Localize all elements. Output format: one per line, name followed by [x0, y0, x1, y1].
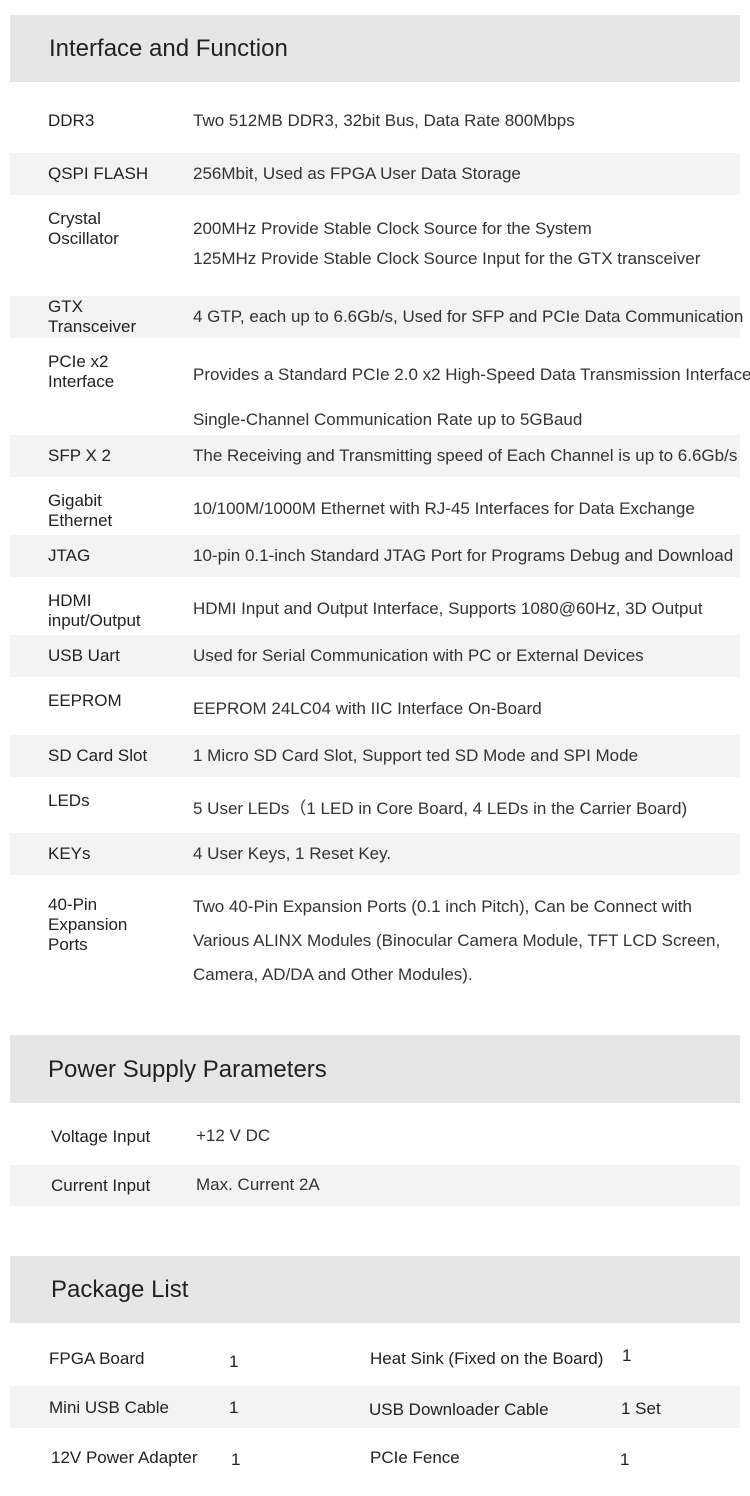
spec-row: PCIe x2 Interface Provides a Standard PCI…	[10, 338, 750, 435]
spec-value-line: 10-pin 0.1-inch Standard JTAG Port for P…	[193, 546, 734, 565]
spec-value-line: 5 User LEDs（1 LED in Core Board, 4 LEDs …	[193, 799, 688, 818]
package-qty: 1	[622, 1346, 632, 1365]
spec-row: EEPROM EEPROM 24LC04 with IIC Interface O…	[10, 677, 740, 735]
package-qty: 1	[620, 1450, 630, 1469]
spec-value: The Receiving and Transmitting speed of …	[193, 441, 737, 471]
power-value: +12 V DC	[196, 1126, 271, 1145]
package-item: PCIe Fence	[370, 1448, 460, 1467]
spec-value-line: 4 User Keys, 1 Reset Key.	[193, 844, 392, 863]
package-qty: 1	[229, 1398, 239, 1417]
spec-value: HDMI Input and Output Interface, Support…	[193, 594, 703, 624]
power-row: Current Input Max. Current 2A	[10, 1165, 740, 1206]
spec-value-line: EEPROM 24LC04 with IIC Interface On-Boar…	[193, 699, 542, 718]
spec-value-line: 1 Micro SD Card Slot, Support ted SD Mod…	[193, 746, 639, 765]
spec-label: USB Uart	[48, 646, 120, 665]
package-row: Mini USB Cable 1 USB Downloader Cable 1 …	[10, 1386, 740, 1428]
spec-value: Provides a Standard PCIe 2.0 x2 High-Spe…	[193, 352, 750, 442]
spec-row: LEDs 5 User LEDs（1 LED in Core Board, 4 L…	[10, 777, 740, 833]
interface-header: Interface and Function	[10, 15, 740, 82]
spec-label: LEDs	[48, 791, 90, 810]
spec-row: HDMI input/Output HDMI Input and Output I…	[10, 577, 740, 635]
spec-label: GTX Transceiver	[48, 297, 137, 336]
spec-value: 4 GTP, each up to 6.6Gb/s, Used for SFP …	[193, 302, 743, 332]
spec-row: JTAG 10-pin 0.1-inch Standard JTAG Port f…	[10, 535, 740, 577]
spec-value: 10-pin 0.1-inch Standard JTAG Port for P…	[193, 541, 733, 571]
spec-value: 5 User LEDs（1 LED in Core Board, 4 LEDs …	[193, 794, 687, 824]
package-item: Mini USB Cable	[49, 1398, 169, 1417]
spec-value-line: 200MHz Provide Stable Clock Source for t…	[193, 219, 592, 238]
power-label: Voltage Input	[51, 1127, 151, 1146]
interface-title: Interface and Function	[49, 35, 288, 62]
spec-row: DDR3 Two 512MB DDR3, 32bit Bus, Data Rate…	[10, 82, 740, 153]
spec-row: SD Card Slot 1 Micro SD Card Slot, Suppor…	[10, 735, 740, 777]
spec-value-line: 4 GTP, each up to 6.6Gb/s, Used for SFP …	[193, 307, 744, 326]
spec-value: 4 User Keys, 1 Reset Key.	[193, 839, 391, 869]
spec-value-line: Various ALINX Modules (Binocular Camera …	[193, 931, 721, 950]
spec-row: Crystal Oscillator 200MHz Provide Stable …	[10, 195, 740, 296]
package-item: FPGA Board	[49, 1349, 145, 1368]
spec-value: 10/100M/1000M Ethernet with RJ-45 Interf…	[193, 494, 695, 524]
spec-value-line: HDMI Input and Output Interface, Support…	[193, 599, 703, 618]
package-row: FPGA Board 1 Heat Sink (Fixed on the Boa…	[10, 1323, 740, 1386]
spec-row: QSPI FLASH 256Mbit, Used as FPGA User Dat…	[10, 153, 740, 195]
spec-value-line: Two 40-Pin Expansion Ports (0.1 inch Pit…	[193, 897, 692, 916]
spec-value: 1 Micro SD Card Slot, Support ted SD Mod…	[193, 741, 638, 771]
spec-value-line: The Receiving and Transmitting speed of …	[193, 446, 738, 465]
spec-label: SFP X 2	[48, 446, 111, 465]
package-qty: 1 Set	[621, 1399, 661, 1418]
power-label: Current Input	[51, 1176, 151, 1195]
spec-value-line: Camera, AD/DA and Other Modules).	[193, 965, 473, 984]
power-header: Power Supply Parameters	[10, 1035, 740, 1103]
spec-value-line: 10/100M/1000M Ethernet with RJ-45 Interf…	[193, 499, 695, 518]
package-qty: 1	[229, 1352, 239, 1371]
spec-label: Gigabit Ethernet	[48, 491, 113, 530]
spec-value-line: 125MHz Provide Stable Clock Source Input…	[193, 249, 701, 268]
spec-label: DDR3	[48, 111, 95, 130]
spec-row: KEYs 4 User Keys, 1 Reset Key.	[10, 833, 740, 875]
spec-value-line: 256Mbit, Used as FPGA User Data Storage	[193, 164, 521, 183]
power-row: Voltage Input +12 V DC	[10, 1103, 740, 1165]
package-qty: 1	[231, 1450, 241, 1469]
spec-label: KEYs	[48, 844, 91, 863]
power-value: Max. Current 2A	[196, 1175, 320, 1194]
package-row: 12V Power Adapter 1 PCIe Fence 1	[10, 1428, 740, 1488]
spec-value: 256Mbit, Used as FPGA User Data Storage	[193, 159, 521, 189]
spec-label: Crystal Oscillator	[48, 209, 119, 248]
package-item: USB Downloader Cable	[369, 1400, 549, 1419]
spec-label: QSPI FLASH	[48, 164, 149, 183]
spec-value-line: Single-Channel Communication Rate up to …	[193, 410, 583, 429]
package-header: Package List	[10, 1256, 740, 1323]
package-title: Package List	[51, 1276, 189, 1303]
spec-label: HDMI input/Output	[48, 591, 141, 630]
spec-value: Two 40-Pin Expansion Ports (0.1 inch Pit…	[193, 890, 720, 992]
spec-row: USB Uart Used for Serial Communication wi…	[10, 635, 740, 677]
package-item: 12V Power Adapter	[51, 1448, 198, 1467]
spec-label: SD Card Slot	[48, 746, 148, 765]
spec-value-line: Used for Serial Communication with PC or…	[193, 646, 644, 665]
spec-row: 40-Pin Expansion Ports Two 40-Pin Expansi…	[10, 875, 740, 1000]
spec-row: SFP X 2 The Receiving and Transmitting sp…	[10, 435, 740, 477]
spec-value-line: Two 512MB DDR3, 32bit Bus, Data Rate 800…	[193, 111, 575, 130]
spec-value: Two 512MB DDR3, 32bit Bus, Data Rate 800…	[193, 106, 575, 136]
package-item: Heat Sink (Fixed on the Board)	[370, 1349, 604, 1368]
power-title: Power Supply Parameters	[48, 1056, 327, 1083]
spec-value: EEPROM 24LC04 with IIC Interface On-Boar…	[193, 694, 542, 724]
spec-row: GTX Transceiver 4 GTP, each up to 6.6Gb/s…	[10, 296, 743, 338]
spec-value-line: Provides a Standard PCIe 2.0 x2 High-Spe…	[193, 365, 750, 384]
spec-value: Used for Serial Communication with PC or…	[193, 641, 644, 671]
spec-row: Gigabit Ethernet 10/100M/1000M Ethernet w…	[10, 477, 740, 535]
spec-label: JTAG	[48, 546, 91, 565]
spec-label: EEPROM	[48, 691, 122, 710]
spec-label: 40-Pin Expansion Ports	[48, 895, 128, 954]
spec-label: PCIe x2 Interface	[48, 352, 115, 391]
spec-value: 200MHz Provide Stable Clock Source for t…	[193, 214, 700, 274]
